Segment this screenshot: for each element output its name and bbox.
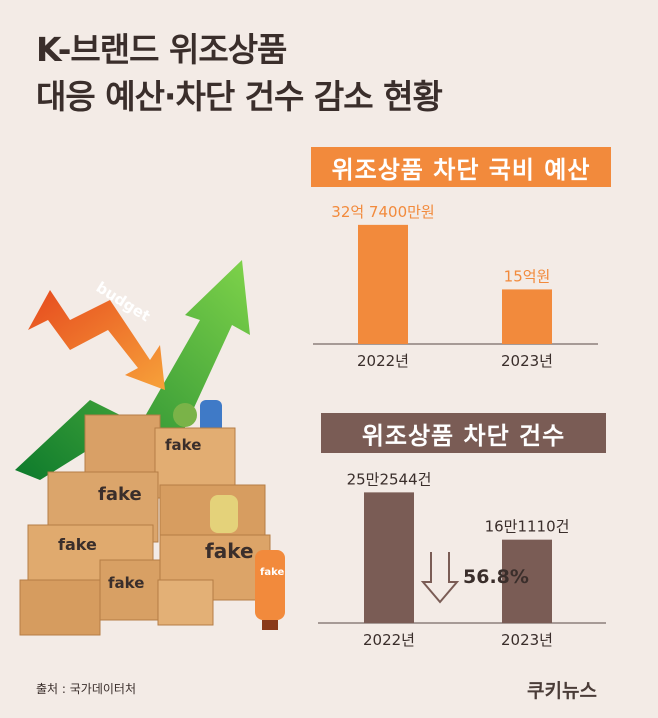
- blocked-x-label-2023: 2023년: [501, 631, 553, 649]
- cardboard-boxes: [19, 414, 271, 636]
- green-arrow-icon: [15, 260, 250, 480]
- page-title: K-브랜드 위조상품 대응 예산·차단 건수 감소 현황: [36, 26, 443, 120]
- tube-icon: [255, 550, 285, 620]
- fake-goods-illustration: budget fake fake fake fake fake fake: [15, 260, 285, 636]
- budget-bar-2022: [358, 224, 408, 344]
- blocked-count-chart-title: 위조상품 차단 건수: [321, 413, 606, 453]
- budget-value-label-2023: 15억원: [504, 267, 551, 285]
- budget-chart-title: 위조상품 차단 국비 예산: [311, 147, 611, 187]
- title-line-2: 대응 예산·차단 건수 감소 현황: [36, 77, 443, 116]
- fake-label: fake: [98, 484, 142, 505]
- budget-bar-2023: [502, 289, 552, 344]
- blocked-x-label-2022: 2022년: [363, 631, 415, 649]
- budget-value-label-2022: 32억 7400만원: [331, 203, 434, 221]
- fake-label: fake: [108, 574, 144, 592]
- box: [99, 559, 161, 621]
- fake-label: fake: [58, 535, 97, 554]
- bottle-icon: [210, 495, 238, 533]
- box: [157, 579, 214, 626]
- title-line-1: K-브랜드 위조상품: [36, 30, 287, 69]
- budget-x-label-2022: 2022년: [357, 352, 409, 370]
- fake-label: fake: [165, 436, 201, 454]
- fruit-icon: [173, 403, 197, 427]
- fake-label: fake: [205, 539, 254, 563]
- budget-x-label-2023: 2023년: [501, 352, 553, 370]
- brand-logo: 쿠키뉴스: [527, 680, 597, 702]
- fake-label: fake: [260, 567, 284, 578]
- decrease-annotation: 56.8%: [463, 566, 529, 588]
- box: [19, 579, 101, 636]
- blocked-bar-2022: [364, 492, 414, 623]
- source-note: 출처 : 국가데이터처: [36, 682, 136, 696]
- blocked-value-label-2022: 25만2544건: [347, 470, 432, 488]
- blocked-bar-2023: [502, 539, 552, 623]
- blocked-value-label-2023: 16만1110건: [485, 518, 570, 536]
- orange-arrow-icon: [28, 290, 165, 390]
- down-arrow-icon: [420, 552, 460, 604]
